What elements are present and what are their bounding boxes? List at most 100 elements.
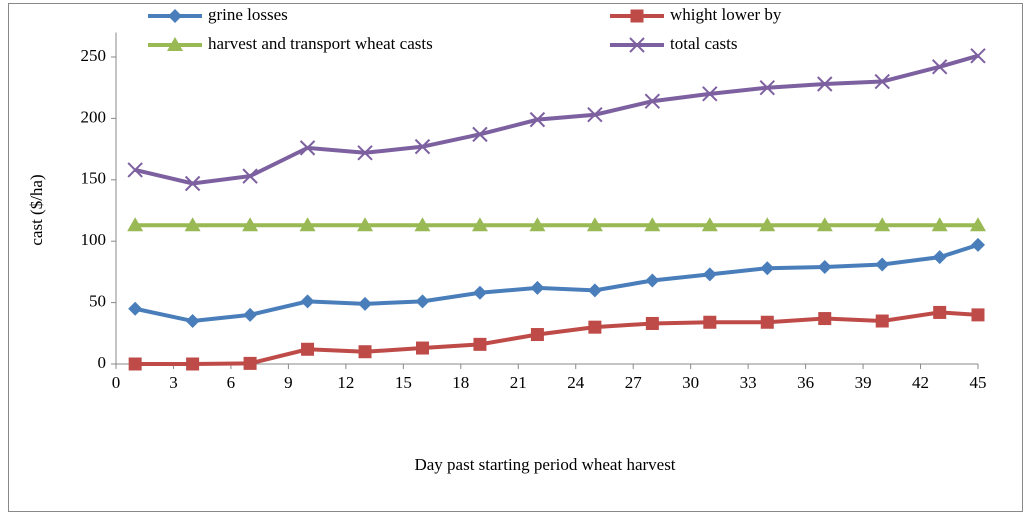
marker	[168, 9, 182, 23]
legend-label: grine losses	[208, 5, 288, 24]
series-line	[135, 310, 979, 366]
x-tick-label: 27	[625, 373, 643, 392]
marker	[529, 111, 546, 128]
legend-label: whight lower by	[670, 5, 782, 24]
x-tick-label: 21	[510, 373, 527, 392]
x-tick-label: 12	[337, 373, 354, 392]
marker	[587, 283, 602, 298]
marker	[645, 316, 659, 330]
marker	[184, 175, 201, 192]
marker	[242, 217, 259, 232]
x-axis-label: Day past starting period wheat harvest	[414, 455, 675, 474]
x-tick-label: 0	[112, 373, 121, 392]
series-line	[134, 53, 979, 186]
y-tick-label: 250	[81, 46, 107, 65]
x-tick-label: 24	[567, 373, 585, 392]
marker	[644, 93, 661, 109]
marker	[586, 217, 603, 232]
marker	[817, 259, 832, 274]
marker	[530, 280, 545, 295]
frame	[8, 3, 1023, 512]
legend-label: harvest and transport wheat casts	[208, 34, 433, 53]
marker	[415, 341, 429, 355]
marker	[357, 217, 374, 232]
marker	[300, 294, 315, 309]
marker	[970, 48, 986, 64]
marker	[358, 345, 372, 359]
marker	[816, 217, 833, 232]
marker	[167, 37, 183, 51]
marker	[184, 217, 201, 232]
marker	[818, 312, 832, 326]
marker	[971, 237, 985, 252]
x-tick-label: 33	[740, 373, 757, 392]
marker	[931, 217, 948, 232]
marker	[473, 337, 487, 351]
x-tick-label: 39	[855, 373, 872, 392]
marker	[703, 315, 717, 329]
marker	[760, 261, 775, 276]
marker	[759, 217, 776, 232]
marker	[185, 314, 200, 329]
marker	[357, 145, 373, 161]
marker	[471, 217, 488, 232]
marker	[128, 301, 143, 316]
marker	[875, 314, 889, 328]
x-tick-label: 36	[797, 373, 814, 392]
marker	[702, 267, 717, 282]
marker	[970, 217, 986, 232]
y-tick-label: 0	[98, 353, 107, 372]
marker	[415, 294, 430, 309]
y-axis-label: cast ($/ha)	[27, 174, 46, 245]
marker	[299, 140, 316, 156]
y-tick-label: 100	[81, 230, 107, 249]
marker	[759, 79, 775, 96]
marker	[243, 356, 257, 370]
marker	[644, 217, 661, 232]
x-tick-label: 30	[682, 373, 699, 392]
marker	[529, 217, 546, 232]
marker	[645, 273, 660, 288]
marker	[242, 168, 258, 184]
x-tick-label: 42	[912, 373, 929, 392]
x-tick-label: 45	[970, 373, 987, 392]
marker	[127, 162, 143, 178]
marker	[530, 328, 544, 342]
x-tick-label: 6	[227, 373, 236, 392]
x-tick-label: 18	[452, 373, 469, 392]
marker	[701, 217, 718, 232]
marker	[243, 307, 258, 322]
marker	[358, 296, 373, 311]
marker	[931, 59, 948, 75]
marker	[472, 126, 488, 143]
y-tick-label: 50	[89, 292, 106, 311]
marker	[760, 315, 774, 329]
marker	[874, 217, 891, 232]
marker	[932, 250, 947, 265]
marker	[414, 138, 431, 155]
x-tick-label: 15	[395, 373, 412, 392]
legend-label: total casts	[670, 34, 738, 53]
marker	[874, 73, 890, 90]
marker	[128, 357, 142, 371]
marker	[630, 9, 644, 23]
marker	[702, 86, 718, 102]
marker	[629, 37, 645, 53]
y-tick-label: 150	[81, 169, 107, 188]
marker	[414, 217, 431, 232]
marker	[588, 320, 602, 334]
marker	[971, 308, 985, 322]
marker	[817, 76, 833, 92]
marker	[587, 107, 603, 123]
marker	[186, 357, 200, 371]
marker	[875, 257, 890, 272]
x-tick-label: 9	[284, 373, 293, 392]
marker	[933, 305, 947, 319]
marker	[127, 217, 144, 232]
y-tick-label: 200	[81, 107, 107, 126]
marker	[301, 342, 315, 356]
series-line	[134, 242, 979, 324]
marker	[472, 285, 487, 300]
marker	[299, 217, 316, 232]
